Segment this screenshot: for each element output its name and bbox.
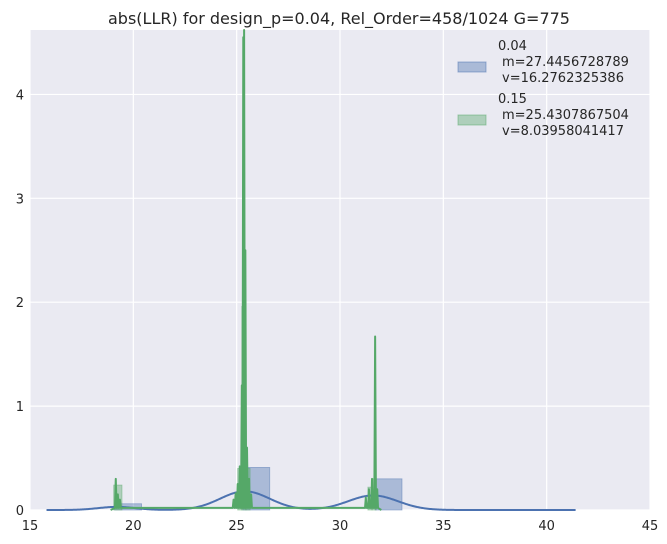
legend-label: m=25.4307867504 [502,108,629,123]
x-tick-label: 25 [228,519,245,534]
legend-label: v=8.03958041417 [502,124,624,139]
chart-title: abs(LLR) for design_p=0.04, Rel_Order=45… [108,9,570,29]
legend-label: 0.15 [498,92,527,107]
y-tick-label: 3 [16,192,24,207]
legend-swatch [457,114,487,126]
y-tick-label: 0 [16,504,24,519]
kde-lines [46,29,576,511]
kde-line-0.15 [110,29,382,511]
y-tick-label: 4 [16,88,24,103]
x-tick-label: 40 [538,519,555,534]
legend-label: v=16.2762325386 [502,71,624,86]
y-axis-ticks: 0 1 2 3 4 [16,88,24,519]
x-tick-label: 15 [22,519,39,534]
x-tick-label: 30 [332,519,349,534]
legend-label: 0.04 [498,39,527,54]
legend-swatch [457,61,487,73]
x-tick-label: 35 [435,519,452,534]
y-tick-label: 2 [16,296,24,311]
y-tick-label: 1 [16,400,24,415]
x-tick-label: 20 [125,519,142,534]
x-tick-label: 45 [642,519,659,534]
legend-label: m=27.4456728789 [502,55,629,70]
x-axis-ticks: 15 20 25 30 35 40 45 [22,519,659,534]
hist-bar [374,478,403,511]
